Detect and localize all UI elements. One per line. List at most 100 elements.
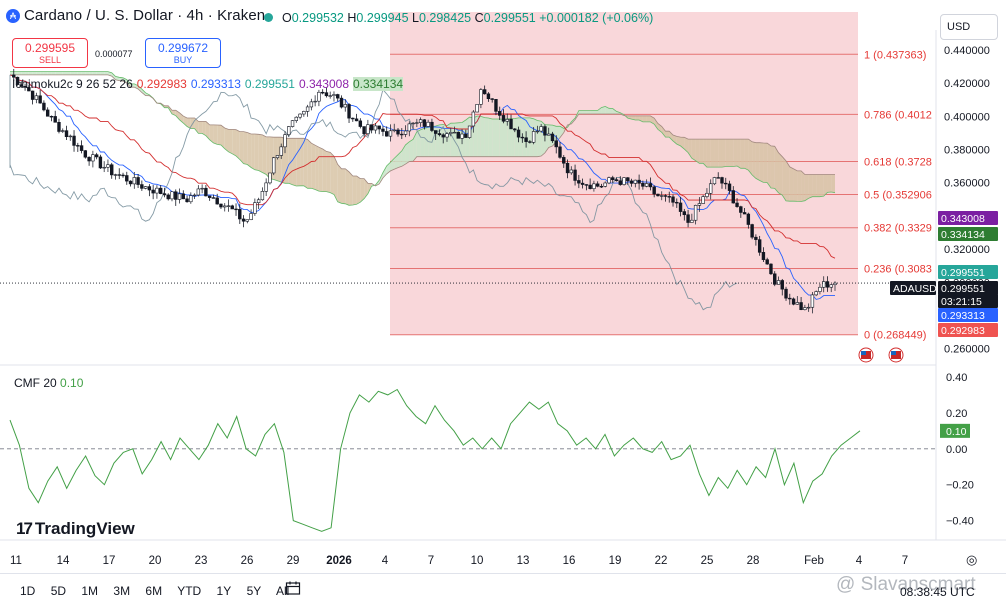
candle-body <box>23 85 27 88</box>
ichimoku-name: Ichimoku2c 9 26 52 26 <box>12 77 133 91</box>
candle-body <box>49 115 54 118</box>
candle-body <box>87 156 91 162</box>
range-1m[interactable]: 1M <box>81 584 99 598</box>
tradingview-logo[interactable]: 17 TradingView <box>16 519 135 539</box>
gear-icon[interactable]: ◎ <box>966 552 978 567</box>
cloud-segment <box>28 71 33 75</box>
candle-body <box>271 157 276 174</box>
cloud-segment <box>488 118 493 157</box>
cloud-segment <box>710 139 715 168</box>
cmf-legend[interactable]: CMF 20 0.10 <box>14 376 83 390</box>
time-tick-label: 28 <box>747 555 760 567</box>
cloud-segment <box>13 71 18 75</box>
candle-body <box>697 203 702 206</box>
cloud-segment <box>435 124 440 157</box>
cloud-segment <box>808 174 813 199</box>
cloud-segment <box>526 117 530 157</box>
fib-level-label: 0.618 (0.3728 <box>864 156 932 168</box>
candle-body <box>76 145 80 147</box>
cloud-segment <box>43 71 48 75</box>
candle-body <box>595 183 600 187</box>
low-value: 0.298425 <box>418 11 472 25</box>
cloud-segment <box>669 131 674 141</box>
candle-body <box>381 128 385 132</box>
range-5y[interactable]: 5Y <box>246 584 262 598</box>
cloud-segment <box>300 138 304 186</box>
candle-body <box>121 174 125 177</box>
candle-body <box>42 102 46 111</box>
cloud-segment <box>66 71 71 75</box>
price-tag <box>938 323 998 337</box>
price-tag-label: 0.292983 <box>941 325 985 337</box>
cloud-segment <box>262 134 267 175</box>
candle-body <box>501 115 506 122</box>
candle-body <box>170 191 174 200</box>
currency-selector[interactable]: USD <box>940 14 998 40</box>
cloud-segment <box>58 71 63 75</box>
cloud-segment <box>198 121 203 134</box>
utc-clock[interactable]: 08:38:45 UTC <box>900 585 975 599</box>
range-6m[interactable]: 6M <box>145 584 163 598</box>
candle-body <box>185 198 189 203</box>
price-tag <box>938 308 998 322</box>
cmf-value-tag-label: 0.10 <box>946 426 967 438</box>
cloud-segment <box>420 128 425 157</box>
cloud-segment <box>612 108 617 114</box>
candle-body <box>317 91 321 102</box>
cloud-segment <box>424 127 429 157</box>
price-tick-label: 0.440000 <box>944 45 990 57</box>
price-tick-label: 0.320000 <box>944 244 990 256</box>
candle-body <box>196 188 201 196</box>
cloud-segment <box>759 142 764 183</box>
symbol-title[interactable]: Cardano / U. S. Dollar · 4h · Kraken <box>24 7 266 24</box>
candle-body <box>742 212 747 215</box>
candle-body <box>573 169 577 181</box>
cloud-segment <box>782 156 787 201</box>
range-1y[interactable]: 1Y <box>216 584 232 598</box>
candle-body <box>720 177 724 184</box>
range-1d[interactable]: 1D <box>20 584 36 598</box>
fib-level-label: 0 (0.268449) <box>864 330 926 342</box>
range-ytd[interactable]: YTD <box>177 584 202 598</box>
cloud-segment <box>254 133 259 171</box>
cmf-value-tag <box>940 423 970 438</box>
ichimoku-chikou-line <box>9 74 738 311</box>
candle-body <box>422 119 427 127</box>
cloud-segment <box>721 139 726 168</box>
candle-body <box>509 118 513 130</box>
cloud-segment <box>288 138 293 185</box>
candle-body <box>614 179 619 182</box>
cloud-segment <box>586 110 591 114</box>
cloud-segment <box>748 139 753 175</box>
calendar-icon[interactable] <box>285 580 301 599</box>
candle-body <box>433 130 438 134</box>
candle-body <box>441 134 445 138</box>
ichimoku-kijun-line <box>9 74 836 259</box>
candle-body <box>814 291 818 296</box>
price-tag-label: 0.299551 <box>941 283 985 295</box>
cloud-segment <box>239 131 244 164</box>
candle-body <box>396 129 400 135</box>
candle-body <box>494 99 498 112</box>
cloud-segment <box>812 174 817 197</box>
cloud-segment <box>62 71 67 75</box>
buy-button[interactable]: 0.299672 BUY <box>145 38 221 68</box>
price-tag <box>938 265 998 279</box>
candle-body <box>347 104 351 119</box>
market-status-icon <box>264 13 273 22</box>
ichimoku-value-3: 0.299551 <box>244 77 295 91</box>
cloud-segment <box>601 106 606 114</box>
candle-body <box>362 126 366 134</box>
time-tick-label: 20 <box>149 555 162 567</box>
high-label: H <box>347 11 357 25</box>
cloud-segment <box>439 124 444 157</box>
cloud-segment <box>684 137 689 153</box>
sell-button[interactable]: 0.299595 SELL <box>12 38 88 68</box>
range-5d[interactable]: 5D <box>50 584 67 598</box>
ichimoku-legend[interactable]: Ichimoku2c 9 26 52 26 0.292983 0.293313 0.2… <box>12 77 407 91</box>
candle-body <box>660 195 664 197</box>
candle-body <box>656 193 660 197</box>
range-3m[interactable]: 3M <box>113 584 131 598</box>
candle-body <box>200 187 204 190</box>
cloud-segment <box>714 139 719 168</box>
